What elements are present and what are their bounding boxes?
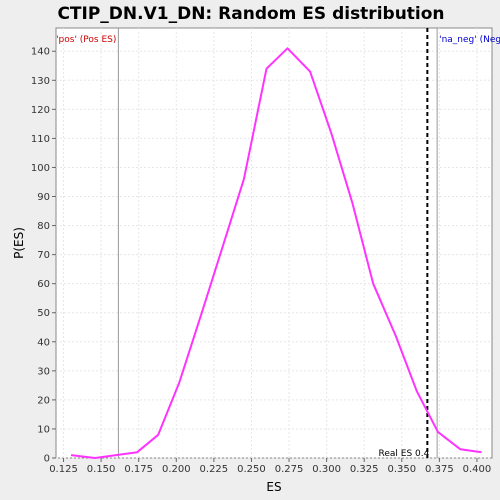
y-tick-label: 0: [44, 454, 50, 465]
y-axis-ticks: 0 10 20 30 40 50 60 70 80 90 100 110 120 130 140: [31, 47, 56, 465]
x-tick-label: 0.175: [124, 464, 153, 475]
y-tick-label: 120: [31, 105, 50, 116]
x-tick-label: 0.150: [87, 464, 116, 475]
series-line: [70, 47, 482, 459]
x-tick-label: 0.400: [463, 464, 492, 475]
y-tick-label: 60: [37, 279, 50, 290]
reference-label: 'pos' (Pos ES): [56, 35, 116, 45]
y-tick-label: 130: [31, 76, 50, 87]
reference-label: 'na_neg' (Neg: [439, 35, 500, 45]
y-tick-label: 140: [31, 47, 50, 58]
y-tick-label: 80: [37, 221, 50, 232]
x-tick-label: 0.300: [312, 464, 341, 475]
series-lines: [70, 47, 482, 459]
y-tick-label: 30: [37, 366, 50, 377]
y-tick-label: 90: [37, 192, 50, 203]
grid-lines: [56, 28, 492, 459]
x-axis-label: ES: [266, 480, 281, 494]
x-tick-label: 0.200: [162, 464, 191, 475]
x-tick-label: 0.275: [275, 464, 304, 475]
y-tick-label: 40: [37, 337, 50, 348]
y-tick-label: 110: [31, 134, 50, 145]
y-tick-label: 100: [31, 163, 50, 174]
y-tick-label: 50: [37, 308, 50, 319]
plot-area: [55, 27, 493, 459]
x-tick-label: 0.375: [425, 464, 454, 475]
y-tick-label: 20: [37, 395, 50, 406]
x-tick-label: 0.350: [387, 464, 416, 475]
x-tick-label: 0.225: [200, 464, 229, 475]
chart-title: CTIP_DN.V1_DN: Random ES distribution: [57, 4, 444, 24]
y-tick-label: 10: [37, 424, 50, 435]
x-tick-label: 0.250: [237, 464, 266, 475]
y-tick-label: 70: [37, 250, 50, 261]
real-es-label: Real ES 0.4: [379, 449, 430, 459]
x-tick-label: 0.125: [49, 464, 78, 475]
x-tick-label: 0.325: [350, 464, 379, 475]
reference-lines: 'pos' (Pos ES) 'na_neg' (Neg Real ES 0.4: [56, 28, 500, 459]
y-axis-label: P(ES): [12, 227, 26, 259]
x-axis-ticks: 0.125 0.150 0.175 0.200 0.225 0.250 0.275 0.300…: [49, 458, 491, 475]
